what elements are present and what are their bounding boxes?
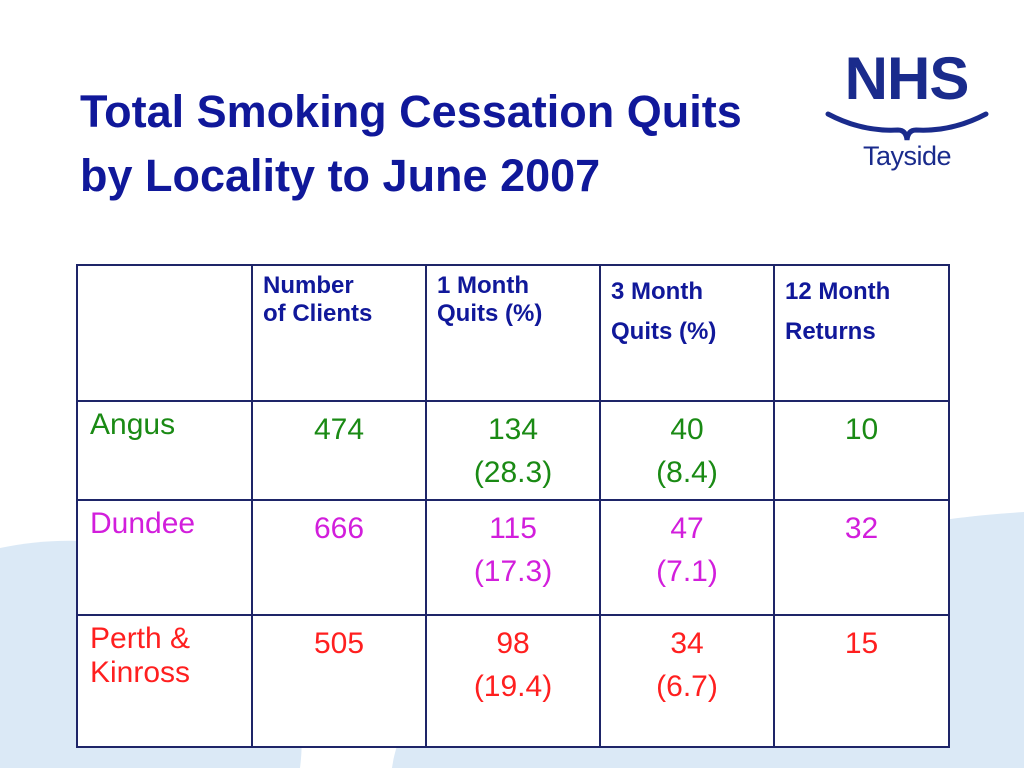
cell-clients: 505 — [251, 614, 427, 748]
row-label: Perth & Kinross — [76, 614, 253, 748]
row-label: Dundee — [76, 499, 253, 616]
cell-12-month-returns: 32 — [773, 499, 950, 616]
quits-table: Number of Clients 1 Month Quits (%) 3 Mo… — [76, 264, 950, 748]
cell-3-month-quits: 47 (7.1) — [599, 499, 775, 616]
row-label: Angus — [76, 400, 253, 501]
table-header-row: Number of Clients 1 Month Quits (%) 3 Mo… — [76, 264, 950, 402]
table-row-dundee: Dundee 666 115 (17.3) 47 (7.1) 32 — [76, 499, 950, 616]
cell-clients: 666 — [251, 499, 427, 616]
logo-wave-icon — [825, 111, 989, 141]
cell-3-month-quits: 34 (6.7) — [599, 614, 775, 748]
slide-title: Total Smoking Cessation Quits by Localit… — [80, 86, 742, 201]
header-corner-cell — [76, 264, 253, 402]
cell-1-month-quits: 134 (28.3) — [425, 400, 601, 501]
cell-1-month-quits: 98 (19.4) — [425, 614, 601, 748]
header-12-month-returns: 12 Month Returns — [773, 264, 950, 402]
table-row-angus: Angus 474 134 (28.3) 40 (8.4) 10 — [76, 400, 950, 501]
header-number-of-clients: Number of Clients — [251, 264, 427, 402]
table-row-perth-kinross: Perth & Kinross 505 98 (19.4) 34 (6.7) 1… — [76, 614, 950, 748]
logo-region-text: Tayside — [862, 141, 952, 171]
logo-nhs-text: NHS — [844, 45, 970, 112]
header-1-month-quits: 1 Month Quits (%) — [425, 264, 601, 402]
cell-3-month-quits: 40 (8.4) — [599, 400, 775, 501]
header-3-month-quits: 3 Month Quits (%) — [599, 264, 775, 402]
cell-1-month-quits: 115 (17.3) — [425, 499, 601, 616]
cell-12-month-returns: 10 — [773, 400, 950, 501]
cell-12-month-returns: 15 — [773, 614, 950, 748]
cell-clients: 474 — [251, 400, 427, 501]
nhs-tayside-logo: NHS Tayside — [822, 48, 992, 178]
